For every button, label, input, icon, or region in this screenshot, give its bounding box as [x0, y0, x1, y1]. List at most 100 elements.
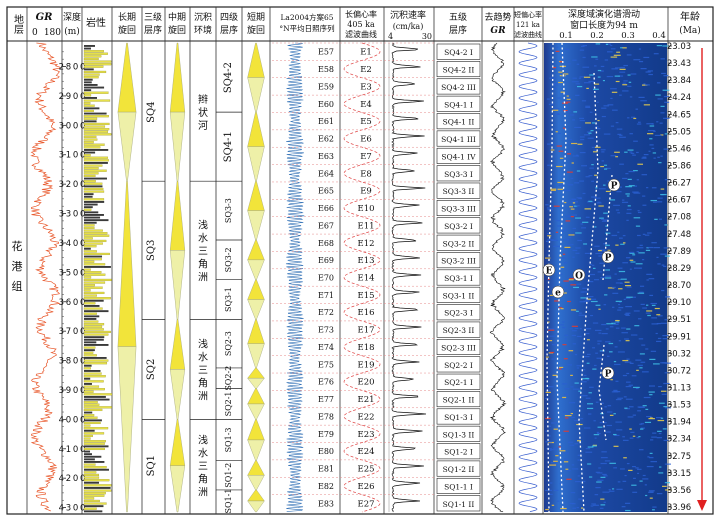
spectrogram-cell: [583, 243, 588, 245]
lithology-bed: [84, 468, 109, 471]
spectrogram-cell: [650, 199, 658, 202]
fifth-order-box: [436, 477, 481, 494]
lithology-bed: [84, 112, 107, 115]
header-ecc405-line3: 滤波曲线: [345, 29, 377, 39]
spectrogram-cell: [597, 479, 604, 481]
environment-label-char: 浅: [198, 218, 208, 231]
spectrogram-cell: [571, 468, 579, 470]
spectrogram-cell: [578, 314, 586, 316]
header-age-unit: (Ma): [679, 25, 701, 36]
spectrogram-cell: [558, 71, 563, 73]
spectrogram-cell: [625, 314, 630, 317]
spectrogram-cell: [599, 217, 604, 219]
spectrogram-cell: [564, 388, 570, 390]
spectrogram-cell: [664, 482, 670, 484]
spectrogram-cell: [590, 314, 594, 317]
spectrogram-cell: [585, 377, 589, 380]
insolation-cycle-label: E81: [318, 465, 334, 474]
lithology-bed: [83, 234, 110, 237]
spectrogram-cell: [605, 232, 611, 234]
spectrogram-cell: [553, 83, 558, 85]
spectrogram-cell: [571, 464, 575, 466]
spectrogram-cell: [653, 157, 656, 159]
spectrogram-cell: [647, 246, 654, 249]
spectrogram-cell: [600, 277, 606, 279]
spectrogram-cell: [594, 226, 597, 228]
spectrogram-cell: [604, 164, 608, 166]
fifth-order-label: SQ4-2 III: [441, 83, 476, 92]
fifth-order-box: [436, 252, 481, 269]
spectrogram-cell: [610, 125, 615, 127]
spectrogram-cell: [621, 199, 625, 201]
lithology-bed: [83, 320, 99, 323]
spectrogram-cell: [579, 180, 585, 182]
spectrogram-cell: [623, 242, 626, 244]
spectrogram-cell: [619, 68, 626, 70]
spectrogram-cell: [568, 402, 576, 404]
spectrogram-cell: [558, 184, 564, 186]
spectrogram-cell: [653, 130, 656, 132]
formation-column: 花港组: [12, 240, 23, 293]
lithology-bed: [83, 380, 104, 383]
environment-label-char: 水: [198, 351, 208, 363]
depth-axis: 2 8 0 0 2 9 0 0 3 0 0 0 3 1 0 0 3 2 0 0 3 3 0…: [59, 51, 85, 514]
spectrogram-cell: [571, 201, 578, 203]
spectrogram-cell: [649, 125, 655, 127]
spectral-peak-label: P: [611, 181, 618, 191]
spectrogram-cell: [547, 386, 554, 388]
spectrogram-cell: [657, 419, 665, 422]
lithology-bed: [83, 187, 104, 191]
spectrogram-cell: [610, 97, 613, 100]
header-depth: 深度: [63, 11, 81, 23]
spectrogram-cell: [603, 501, 606, 503]
spectrogram-cell: [617, 267, 623, 269]
spectrogram-cell: [608, 342, 614, 345]
spectrogram-cell: [624, 313, 630, 315]
age-tick-label: 29.51: [667, 315, 691, 325]
lithology-bed: [83, 289, 91, 292]
fifth-order-label: SQ3-3 II: [443, 187, 475, 196]
spectrogram-cell: [644, 484, 647, 486]
spectrogram-cell: [613, 54, 621, 56]
spectrogram-cell: [613, 467, 618, 469]
fifth-order-box: [436, 356, 481, 373]
spectrogram-cell: [568, 350, 574, 352]
spectrogram-cell: [649, 144, 654, 146]
spectrogram-cell: [642, 307, 648, 309]
spectrogram-cell: [660, 390, 667, 392]
spectrogram-cell: [576, 170, 581, 172]
ecc405-cycle-label: E3: [360, 82, 372, 92]
spectrogram-cell: [553, 84, 559, 86]
spectrogram-cell: [560, 308, 564, 310]
spectrogram-cell: [564, 201, 567, 204]
spectrogram-cell: [614, 346, 618, 348]
spectrogram-cell: [579, 117, 585, 120]
lithology-bed: [83, 416, 98, 419]
spectrogram-cell: [588, 80, 595, 83]
ecc405-cycle-label: E27: [357, 499, 374, 509]
fifth-order-label: SQ2-3 II: [443, 326, 475, 335]
spectrogram-cell: [598, 188, 606, 190]
spectrogram-cell: [664, 296, 671, 298]
spectrogram-cell: [592, 151, 598, 153]
lithology-bed: [83, 323, 105, 326]
spectrogram-cell: [580, 297, 587, 299]
spectrogram-cell: [609, 351, 613, 353]
age-tick-label: 27.08: [667, 213, 691, 223]
spectrogram-cell: [546, 448, 552, 450]
spectrogram-cell: [624, 502, 631, 504]
spectrogram-cell: [624, 361, 632, 363]
fourth-order-label: SQ4-2: [223, 62, 234, 93]
spectrogram-cell: [654, 218, 658, 220]
spectrogram-cell: [555, 131, 558, 133]
spectrogram-cell: [572, 227, 576, 230]
lithology-bed: [83, 421, 101, 425]
spectrogram-cell: [622, 374, 627, 377]
spectrogram-cell: [661, 72, 666, 75]
spectrogram-cell: [632, 254, 636, 256]
age-tick-label: 26.67: [667, 196, 691, 206]
spectrogram-cell: [623, 457, 627, 459]
spectrogram-cell: [626, 462, 630, 465]
spectrogram-cell: [562, 411, 569, 413]
spectrogram-cell: [615, 421, 622, 423]
